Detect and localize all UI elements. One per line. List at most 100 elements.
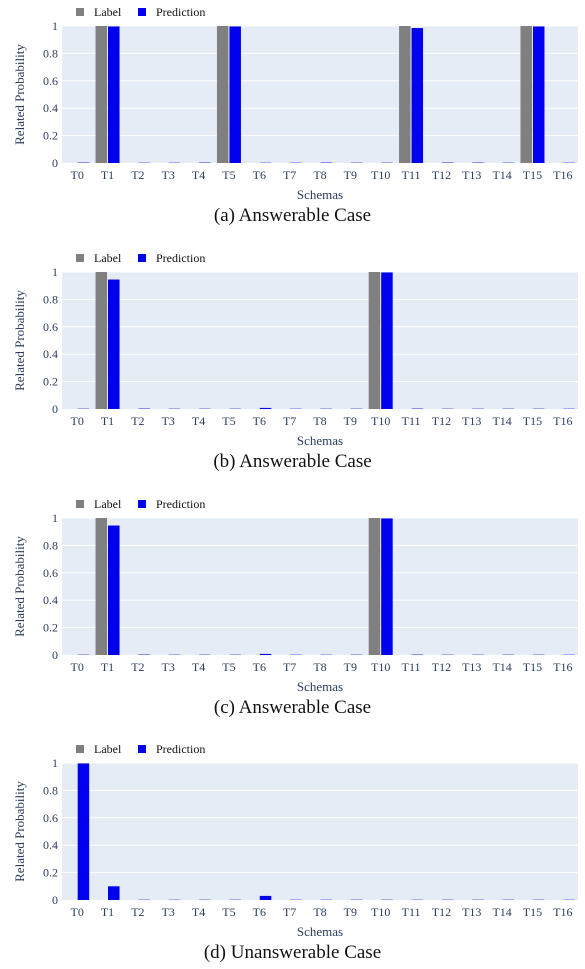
x-tick-label: T2 (131, 414, 144, 428)
y-tick-label: 1 (52, 756, 58, 770)
x-tick-label: T2 (131, 168, 144, 182)
bar-label-T1 (95, 272, 108, 409)
legend-swatch-label (76, 745, 84, 753)
legend-label: Label (94, 5, 122, 19)
y-tick-label: 1 (52, 511, 58, 525)
y-tick-label: 0 (52, 402, 58, 416)
x-tick-label: T9 (344, 168, 357, 182)
x-tick-label: T12 (432, 660, 451, 674)
y-axis-title: Related Probability (12, 781, 27, 882)
x-tick-label: T1 (101, 905, 114, 919)
bar-label-T1 (95, 26, 108, 163)
x-tick-label: T3 (162, 414, 175, 428)
bar-label-T10 (368, 272, 381, 409)
chart-panel-c: 0 0.2 0.4 0.6 0.8 1 T0 T1 T2 T3 T4 T5 T6 T7 T8 T9 T10 T11… (0, 492, 585, 697)
x-tick-label: T0 (71, 414, 84, 428)
x-axis-title: Schemas (297, 679, 343, 694)
x-tick-label: T2 (131, 905, 144, 919)
plot-area (62, 26, 578, 163)
bar-label-T10 (368, 518, 381, 655)
bar-label-T5 (216, 26, 229, 163)
legend-prediction: Prediction (156, 497, 205, 511)
bar-label-T1 (95, 518, 108, 655)
plot-area (62, 272, 578, 409)
x-tick-label: T6 (253, 414, 266, 428)
bar-prediction-T5 (229, 26, 241, 164)
x-tick-label: T5 (222, 905, 235, 919)
x-tick-label: T11 (402, 414, 421, 428)
legend-label: Label (94, 497, 122, 511)
y-tick-label: 1 (52, 19, 58, 33)
x-tick-label: T5 (222, 168, 235, 182)
y-tick-label: 0.8 (43, 292, 58, 306)
y-tick-label: 0.6 (43, 74, 58, 88)
x-tick-label: T5 (222, 660, 235, 674)
caption-d: (d) Unanswerable Case (203, 942, 382, 963)
x-tick-label: T14 (492, 905, 511, 919)
bar-prediction-T1 (108, 525, 120, 655)
x-tick-label: T7 (283, 414, 296, 428)
x-tick-label: T11 (402, 660, 421, 674)
x-tick-label: T16 (553, 660, 572, 674)
legend-swatch-prediction (138, 8, 146, 16)
bar-prediction-T1 (108, 279, 120, 409)
bar-prediction-T6 (259, 407, 272, 409)
x-tick-label: T4 (192, 414, 205, 428)
y-axis-title: Related Probability (12, 536, 27, 637)
y-tick-label: 0 (52, 893, 58, 907)
x-tick-label: T1 (101, 660, 114, 674)
x-tick-label: T0 (71, 660, 84, 674)
legend-swatch-label (76, 8, 84, 16)
x-tick-label: T3 (162, 168, 175, 182)
y-tick-label: 0.4 (43, 593, 58, 607)
y-tick-label: 1 (52, 265, 58, 279)
x-axis-title: Schemas (297, 924, 343, 939)
bar-label-T11 (399, 26, 411, 163)
x-tick-label: T1 (101, 414, 114, 428)
x-tick-label: T1 (101, 168, 114, 182)
y-axis-title: Related Probability (12, 290, 27, 391)
y-tick-label: 0.4 (43, 838, 58, 852)
x-tick-label: T3 (162, 660, 175, 674)
x-tick-label: T10 (371, 660, 390, 674)
caption-c: (c) Answerable Case (213, 697, 372, 718)
x-tick-label: T2 (131, 660, 144, 674)
bar-label-T15 (520, 26, 532, 163)
x-tick-label: T16 (553, 168, 572, 182)
legend-prediction: Prediction (156, 251, 205, 265)
bar-prediction-T10 (381, 518, 393, 655)
plot-area (62, 763, 578, 900)
caption-a: (a) Answerable Case (213, 205, 372, 226)
y-axis-title: Related Probability (12, 44, 27, 145)
x-tick-label: T10 (371, 168, 390, 182)
x-tick-label: T14 (492, 660, 511, 674)
y-tick-label: 0.6 (43, 566, 58, 580)
legend-label: Label (94, 742, 122, 756)
chart-panel-a: 0 0.2 0.4 0.6 0.8 1 T0 T1 T2 T3 T4 T5 T6 T7 T8 T9 T10 T11… (0, 0, 585, 205)
x-tick-label: T10 (371, 414, 390, 428)
legend-prediction: Prediction (156, 742, 205, 756)
y-tick-label: 0.2 (43, 375, 58, 389)
y-tick-label: 0.6 (43, 320, 58, 334)
x-tick-label: T8 (313, 168, 326, 182)
bar-chart-a: 0 0.2 0.4 0.6 0.8 1 T0 T1 T2 T3 T4 T5 T6 T7 T8 T9 T10 T11… (12, 5, 578, 202)
y-tick-label: 0.2 (43, 621, 58, 635)
x-tick-label: T5 (222, 414, 235, 428)
x-tick-label: T15 (523, 414, 542, 428)
chart-panel-b: 0 0.2 0.4 0.6 0.8 1 T0 T1 T2 T3 T4 T5 T6 T7 T8 T9 T10 T11… (0, 246, 585, 451)
legend-label: Label (94, 251, 122, 265)
x-tick-label: T11 (402, 905, 421, 919)
x-tick-label: T8 (313, 414, 326, 428)
x-tick-label: T9 (344, 414, 357, 428)
x-tick-label: T10 (371, 905, 390, 919)
bar-prediction-T0 (77, 763, 90, 900)
bar-chart-c: 0 0.2 0.4 0.6 0.8 1 T0 T1 T2 T3 T4 T5 T6 T7 T8 T9 T10 T11… (12, 497, 578, 694)
x-tick-label: T15 (523, 660, 542, 674)
x-tick-label: T8 (313, 660, 326, 674)
x-tick-label: T13 (462, 660, 481, 674)
y-tick-label: 0.2 (43, 866, 58, 880)
bar-chart-b: 0 0.2 0.4 0.6 0.8 1 T0 T1 T2 T3 T4 T5 T6 T7 T8 T9 T10 T11… (12, 251, 578, 448)
bar-prediction-T1 (108, 26, 120, 164)
bar-prediction-T15 (532, 26, 545, 164)
x-tick-label: T4 (192, 660, 205, 674)
